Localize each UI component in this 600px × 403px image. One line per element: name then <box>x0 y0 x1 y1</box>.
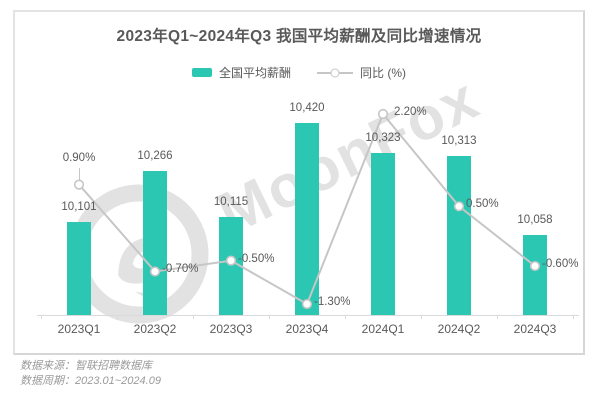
x-axis-label-2023Q1: 2023Q1 <box>57 322 101 336</box>
yoy-label-2023Q2: -0.70% <box>162 263 199 276</box>
yoy-label-2024Q2: 0.50% <box>466 198 499 211</box>
x-axis-label-2023Q3: 2023Q3 <box>209 322 253 336</box>
bar-value-label-2024Q1: 10,323 <box>365 132 401 144</box>
bar-2024Q3 <box>523 235 547 315</box>
chart-panel: MoonFox 2023年Q1~2024年Q3 我国平均薪酬及同比增速情况 全国… <box>13 10 585 355</box>
bar-value-label-2024Q3: 10,058 <box>517 214 553 226</box>
bar-value-label-2023Q3: 10,115 <box>213 196 249 208</box>
chart-footer: 数据来源：智联招聘数据库 数据周期：2023.01~2024.09 <box>20 359 161 389</box>
bar-2024Q1 <box>371 153 395 315</box>
x-axis-line <box>37 315 579 316</box>
x-axis-tick <box>421 315 422 319</box>
yoy-label-2024Q1: 2.20% <box>394 106 427 118</box>
bar-series-swatch <box>191 68 212 77</box>
bar-value-label-2023Q1: 10,101 <box>61 201 97 213</box>
footer-source: 数据来源：智联招聘数据库 <box>20 360 152 372</box>
yoy-marker-2023Q3 <box>225 255 237 266</box>
yoy-label-leader-line <box>78 167 80 180</box>
x-axis-label-2024Q3: 2024Q3 <box>513 322 557 336</box>
x-axis-tick <box>497 315 498 319</box>
x-axis-tick <box>269 315 270 319</box>
footer-period: 数据周期：2023.01~2024.09 <box>20 375 161 387</box>
yoy-label-2023Q3: -0.50% <box>238 252 275 265</box>
yoy-marker-2023Q4 <box>301 298 313 310</box>
x-axis-label-2024Q1: 2024Q1 <box>361 322 405 336</box>
yoy-label-2023Q1: 0.90% <box>62 151 96 164</box>
bar-value-label-2024Q2: 10,313 <box>441 135 477 147</box>
yoy-marker-2024Q2 <box>453 201 465 212</box>
bar-2024Q2 <box>447 156 471 315</box>
yoy-label-2023Q4: -1.30% <box>314 296 351 309</box>
legend-item-yoy: 同比 (%) <box>317 64 406 81</box>
legend-salary-label: 全国平均薪酬 <box>218 66 291 80</box>
bar-value-label-2023Q2: 10,266 <box>137 150 173 162</box>
x-axis-tick <box>41 315 42 319</box>
x-axis-label-2023Q2: 2023Q2 <box>133 322 177 336</box>
yoy-marker-2023Q2 <box>149 266 161 277</box>
x-axis-tick <box>573 315 574 319</box>
line-series-swatch <box>317 68 353 77</box>
bar-value-label-2023Q4: 10,420 <box>289 102 325 114</box>
yoy-label-2024Q3: -0.60% <box>542 258 579 271</box>
x-axis-label-2023Q4: 2023Q4 <box>285 322 329 336</box>
line-marker-icon <box>330 68 340 77</box>
chart-title: 2023年Q1~2024年Q3 我国平均薪酬及同比增速情况 <box>116 28 482 45</box>
x-axis-tick <box>345 315 346 319</box>
legend-item-salary: 全国平均薪酬 <box>191 64 291 81</box>
x-axis-label-2024Q2: 2024Q2 <box>437 322 481 336</box>
yoy-marker-2024Q1 <box>377 108 389 120</box>
chart-legend: 全国平均薪酬 同比 (%) <box>15 64 583 81</box>
legend-yoy-label: 同比 (%) <box>360 66 406 80</box>
yoy-marker-2023Q1 <box>73 179 85 190</box>
yoy-marker-2024Q3 <box>529 260 541 272</box>
